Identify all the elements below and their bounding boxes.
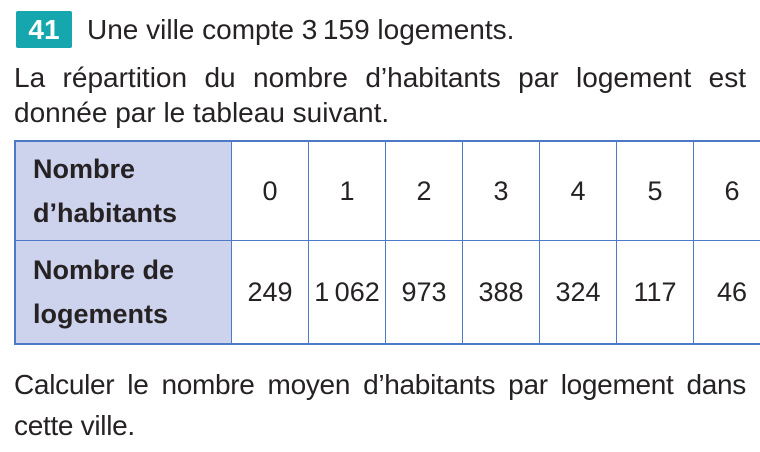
exercise-number-badge: 41 — [16, 11, 72, 48]
question-paragraph: Calculer le nombre moyen d’habitants par… — [14, 364, 746, 446]
habitants-value: 1 — [308, 140, 386, 241]
habitants-value: 5 — [616, 140, 694, 241]
logements-value: 388 — [462, 240, 540, 345]
intro-sentence-1: Une ville compte 3 159 logements. — [87, 13, 515, 45]
intro-sentence-2-line-1: La répartition du nombre d’habitants par… — [14, 62, 746, 93]
logements-value: 973 — [385, 240, 463, 345]
question-line-1: Calculer le nombre moyen d’habitants par… — [14, 369, 746, 400]
logements-value: 249 — [231, 240, 309, 345]
logements-value: 1 062 — [308, 240, 386, 345]
row-header-habitants: Nombre d’habitants — [14, 140, 232, 241]
intro-sentence-2-line-2: donnée par le tableau suivant. — [14, 97, 390, 128]
habitants-value: 0 — [231, 140, 309, 241]
habitants-value: 3 — [462, 140, 540, 241]
table-row-logements: Nombre de logements 249 1 062 973 388 32… — [14, 240, 760, 345]
row-header-logements: Nombre de logements — [14, 240, 232, 345]
logements-value: 46 — [693, 240, 760, 345]
frequency-table: Nombre d’habitants 0 1 2 3 4 5 6 Nombre … — [14, 140, 760, 345]
intro-paragraph: La répartition du nombre d’habitants par… — [14, 60, 746, 130]
table-row-habitants: Nombre d’habitants 0 1 2 3 4 5 6 — [14, 140, 760, 241]
exercise-header: 41 Une ville compte 3 159 logements. — [16, 11, 746, 48]
habitants-value: 6 — [693, 140, 760, 241]
logements-value: 324 — [539, 240, 617, 345]
habitants-value: 4 — [539, 140, 617, 241]
habitants-value: 2 — [385, 140, 463, 241]
question-line-2: cette ville. — [14, 410, 135, 441]
logements-value: 117 — [616, 240, 694, 345]
